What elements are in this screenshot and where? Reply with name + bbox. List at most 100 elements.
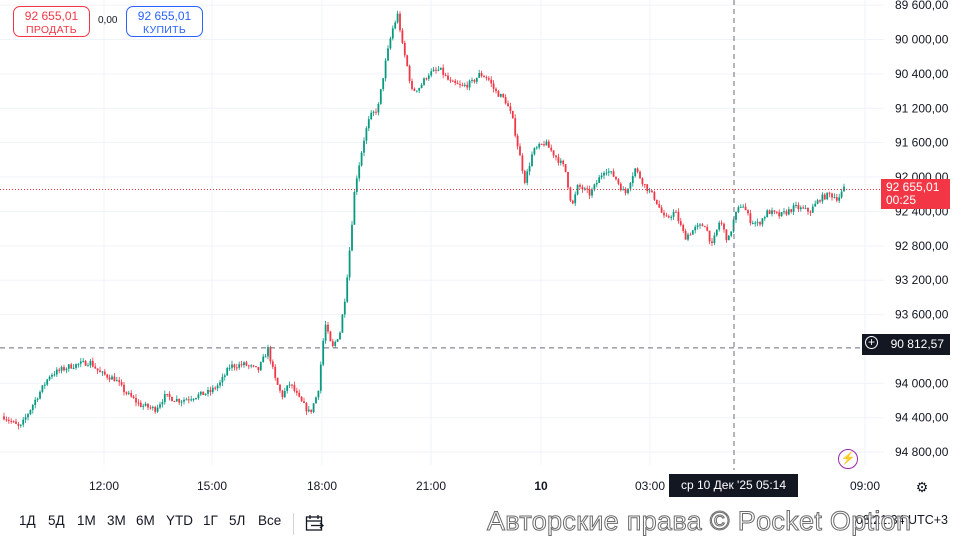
candle-body (372, 111, 375, 113)
candle-body (324, 324, 327, 341)
candle-body (202, 391, 205, 396)
range-button-5d[interactable]: 5Д (48, 513, 65, 528)
candle-body (502, 94, 505, 98)
utc-clock[interactable]: 08:21:34 UTC+3 (855, 513, 948, 527)
candle-body (663, 212, 665, 216)
candle-body (252, 365, 255, 367)
candle-body (267, 347, 269, 357)
candle-body (123, 384, 125, 393)
candle-body (173, 401, 176, 403)
candle-body (763, 217, 766, 219)
candle-body (718, 222, 721, 230)
range-button-ytd[interactable]: YTD (166, 513, 193, 528)
candle-body (190, 399, 193, 401)
candle-body (780, 212, 783, 217)
plus-circle-icon[interactable]: + (865, 336, 878, 349)
candle-body (819, 200, 821, 202)
candle-body (233, 364, 236, 368)
candle-body (509, 106, 512, 112)
candle-body (694, 226, 697, 231)
range-button-1y[interactable]: 1Г (203, 513, 218, 528)
candle-body (607, 171, 610, 173)
candle-body (545, 141, 548, 146)
calendar-arrow-icon[interactable] (305, 514, 325, 532)
spread-value: 0,00 (98, 15, 118, 26)
candle-body (564, 164, 567, 172)
candle-body (468, 80, 471, 88)
candle-body (735, 211, 737, 220)
candle-body (533, 147, 536, 155)
candle-body (504, 97, 507, 104)
candle-body (783, 211, 785, 213)
price-chart[interactable]: 94 800,00 94 400,00 94 000,00 93 600,00 93 2… (0, 0, 958, 500)
candle-body (382, 78, 385, 90)
candle-body (82, 360, 85, 362)
candle-body (615, 176, 617, 180)
buy-button[interactable]: 92 655,01 КУПИТЬ (126, 6, 203, 37)
candle-countdown: 00:25 (886, 193, 917, 207)
candle-body (797, 204, 800, 210)
range-button-5y[interactable]: 5Л (229, 513, 246, 528)
candle-body (166, 393, 169, 395)
candle-body (562, 160, 565, 165)
candle-body (571, 200, 574, 204)
candle-body (432, 69, 435, 72)
candle-body (387, 48, 389, 61)
candle-body (430, 71, 433, 76)
price-tick-label: 89 600,00 (895, 0, 949, 12)
candle-body (303, 401, 305, 403)
candle-body (742, 206, 745, 208)
candle-body (67, 364, 70, 369)
range-button-3m[interactable]: 3М (107, 513, 126, 528)
candle-body (807, 207, 809, 212)
candle-body (48, 376, 51, 380)
lightning-icon[interactable]: ⚡ (838, 449, 858, 469)
candle-body (22, 419, 25, 425)
candle-body (581, 186, 584, 190)
candle-body (437, 69, 440, 71)
candle-body (771, 210, 773, 214)
candle-body (773, 210, 776, 212)
candle-body (435, 69, 437, 71)
gear-icon[interactable]: ⚙ (915, 479, 929, 495)
chart-canvas[interactable]: 94 800,00 94 400,00 94 000,00 93 600,00 93 2… (0, 0, 958, 500)
buy-price: 92 655,01 (137, 9, 192, 23)
candle-body (31, 405, 34, 410)
candle-body (197, 394, 200, 398)
candle-body (840, 191, 843, 198)
candle-body (600, 175, 603, 178)
candle-body (365, 128, 368, 141)
candle-body (399, 13, 401, 31)
candle-body (298, 392, 301, 397)
range-button-1m[interactable]: 1М (77, 513, 96, 528)
candle-body (192, 398, 195, 400)
candle-body (255, 366, 257, 368)
candle-body (341, 314, 344, 333)
candle-body (127, 392, 130, 394)
candle-body (442, 67, 445, 75)
candle-body (603, 172, 605, 176)
candle-body (555, 155, 557, 158)
time-tick-label: 09:00 (850, 479, 880, 493)
range-button-1d[interactable]: 1Д (19, 513, 36, 528)
candle-body (118, 380, 121, 383)
candle-body (838, 197, 841, 201)
candle-body (317, 390, 320, 398)
candle-body (547, 141, 550, 148)
candle-body (319, 364, 322, 391)
candle-body (511, 111, 514, 119)
candle-body (591, 189, 593, 196)
range-button-6m[interactable]: 6М (136, 513, 155, 528)
candle-body (27, 414, 29, 418)
candle-body (271, 361, 274, 367)
candle-body (406, 55, 409, 66)
candle-body (540, 143, 543, 145)
sell-button[interactable]: 92 655,01 ПРОДАТЬ (13, 6, 90, 37)
candle-body (605, 172, 608, 174)
range-button-all[interactable]: Все (258, 513, 282, 528)
price-tick-label: 94 000,00 (895, 376, 949, 390)
candle-body (456, 82, 459, 85)
candle-body (598, 177, 601, 183)
candle-body (679, 221, 682, 225)
candle-body (831, 193, 833, 198)
